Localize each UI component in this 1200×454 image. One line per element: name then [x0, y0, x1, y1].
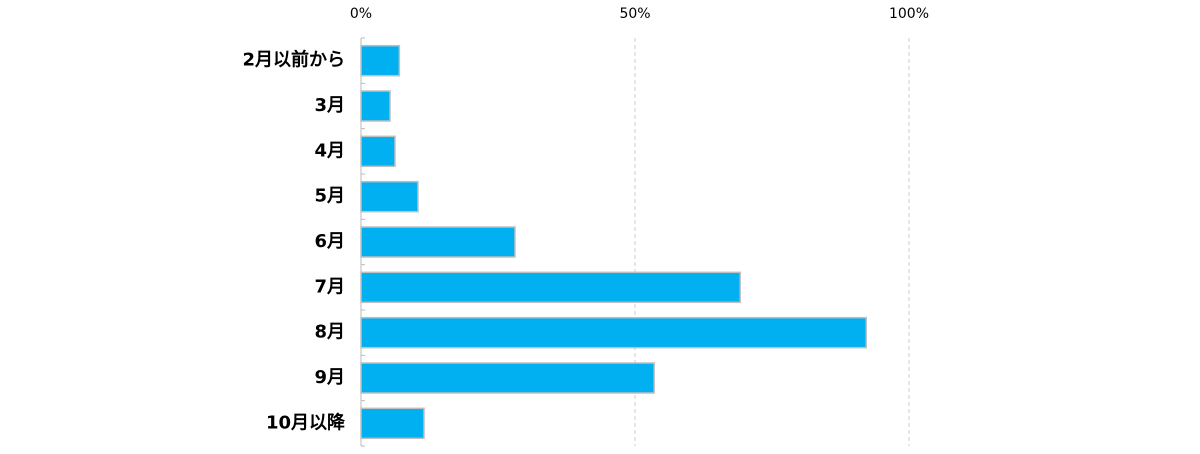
bar: [360, 226, 516, 258]
x-tick-label: 100%: [889, 6, 929, 22]
bar: [360, 271, 741, 304]
bar: [360, 407, 425, 440]
bar: [360, 90, 391, 122]
y-tick-label: 8月: [314, 322, 345, 343]
y-tick-label: 5月: [314, 186, 345, 207]
bar: [360, 44, 401, 77]
y-tick-label: 7月: [314, 276, 345, 297]
bar: [360, 316, 868, 349]
y-tick-label: 9月: [314, 367, 345, 388]
y-tick-label: 3月: [314, 95, 345, 116]
bar: [360, 135, 396, 168]
bar: [360, 362, 655, 394]
y-tick-label: 2月以前から: [242, 49, 345, 71]
y-tick-label: 4月: [314, 140, 345, 161]
y-tick-label: 10月以降: [266, 411, 346, 433]
bar: [360, 180, 419, 213]
x-tick-label: 0%: [350, 6, 372, 22]
y-tick-label: 6月: [314, 231, 345, 252]
x-tick-label: 50%: [619, 6, 650, 22]
